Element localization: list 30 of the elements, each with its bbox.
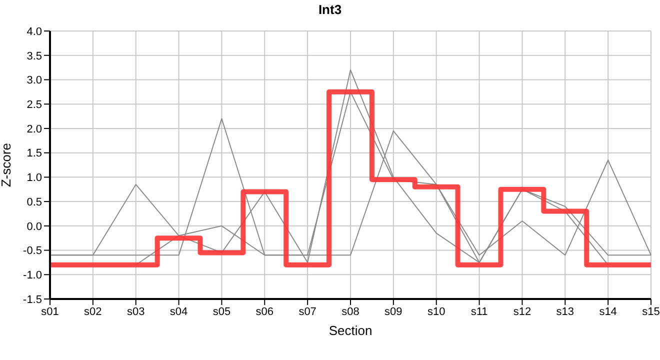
chart-title: Int3 bbox=[317, 2, 343, 17]
x-tick-label: s11 bbox=[470, 306, 488, 318]
y-tick-label: 2.5 bbox=[26, 98, 42, 111]
y-tick-label: 4.0 bbox=[26, 26, 42, 38]
y-tick-label: 1.5 bbox=[26, 148, 42, 160]
x-tick-label: s02 bbox=[84, 306, 102, 318]
y-tick-label: 1.0 bbox=[26, 172, 42, 184]
x-tick-label: s13 bbox=[556, 306, 574, 318]
x-tick-label: s12 bbox=[513, 306, 532, 318]
x-tick-label: s09 bbox=[384, 306, 402, 318]
x-tick-label: s14 bbox=[599, 306, 617, 318]
y-tick-label: 3.0 bbox=[26, 74, 42, 87]
y-tick-label: -1.5 bbox=[23, 294, 42, 306]
y-tick-label: 2.0 bbox=[26, 123, 42, 136]
x-tick-label: s08 bbox=[342, 306, 360, 318]
x-tick-label: s06 bbox=[256, 306, 274, 318]
y-tick-label: 0.0 bbox=[26, 220, 42, 233]
y-tick-label: -0.5 bbox=[23, 245, 42, 258]
y-tick-label: 0.5 bbox=[26, 196, 42, 208]
x-tick-label: s01 bbox=[41, 306, 59, 318]
x-tick-label: s05 bbox=[212, 306, 231, 318]
x-tick-label: s04 bbox=[170, 306, 188, 318]
y-tick-label: -1.0 bbox=[23, 270, 42, 282]
x-tick-label: s10 bbox=[427, 306, 446, 318]
x-tick-label: s15 bbox=[642, 306, 660, 318]
x-tick-label: s07 bbox=[298, 306, 316, 318]
y-tick-label: 3.5 bbox=[26, 50, 42, 62]
x-axis-title: Section bbox=[328, 323, 372, 338]
y-axis-title: Z-score bbox=[0, 142, 14, 188]
x-tick-label: s03 bbox=[126, 306, 145, 318]
